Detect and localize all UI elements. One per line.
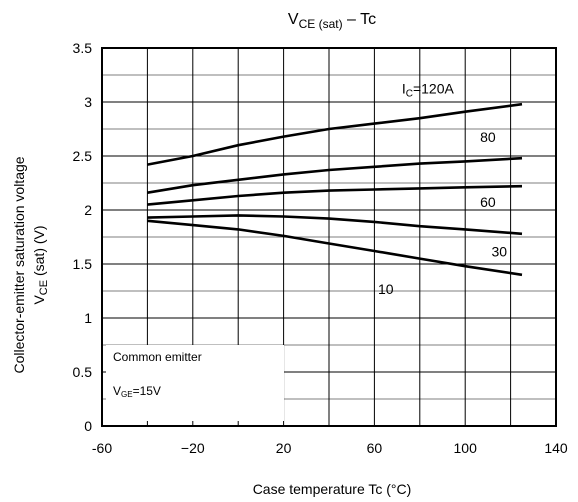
y-axis-label: Collector-emitter saturation voltage VCE…	[11, 156, 50, 373]
y-tick-label: 3	[84, 94, 92, 110]
x-tick-label: −20	[181, 440, 205, 456]
y-tick-label: 0.5	[73, 364, 93, 380]
y-tick-label: 0	[84, 418, 92, 434]
svg-text:VCE (sat) (V): VCE (sat) (V)	[31, 225, 50, 304]
series-line	[147, 184, 523, 206]
series-line	[147, 102, 523, 166]
series-line	[147, 156, 523, 194]
svg-text:Collector-emitter saturation v: Collector-emitter saturation voltage	[11, 156, 27, 373]
tick-labels: 0 0.5 1 1.5 2 2.5 3 3.5 -60 −20 20 60 100 140	[73, 40, 568, 456]
y-tick-label: 2.5	[73, 148, 93, 164]
series-line	[147, 214, 523, 236]
y-tick-label: 3.5	[73, 40, 93, 56]
x-tick-label: 140	[544, 440, 568, 456]
chart-title-subscript: CE (sat)	[299, 17, 343, 31]
y-tick-label: 1	[84, 310, 92, 326]
series-label: IC=120A	[402, 80, 455, 99]
x-tick-label: 20	[276, 440, 292, 456]
series-line	[147, 219, 523, 277]
plot-frame	[101, 47, 557, 427]
annotation-box: Common emitter VGE=15V	[106, 345, 284, 421]
series-label: 10	[378, 281, 394, 297]
annotation-line-1: Common emitter	[113, 350, 202, 364]
annotation-line-2: VGE=15V	[113, 384, 161, 399]
y-tick-label: 1.5	[73, 256, 93, 272]
y-tick-label: 2	[84, 202, 92, 218]
x-tick-label: -60	[92, 440, 112, 456]
series-label: 80	[480, 129, 496, 145]
x-tick-label: 60	[367, 440, 383, 456]
series-group	[147, 102, 523, 277]
x-axis-label: Case temperature Tc (°C)	[253, 481, 412, 497]
chart-title: VCE (sat) – Tc	[288, 11, 376, 31]
x-tick-label: 100	[454, 440, 478, 456]
series-label: 60	[480, 194, 496, 210]
series-labels: IC=120A 80 60 30 10	[378, 80, 507, 297]
series-label: 30	[491, 243, 507, 259]
